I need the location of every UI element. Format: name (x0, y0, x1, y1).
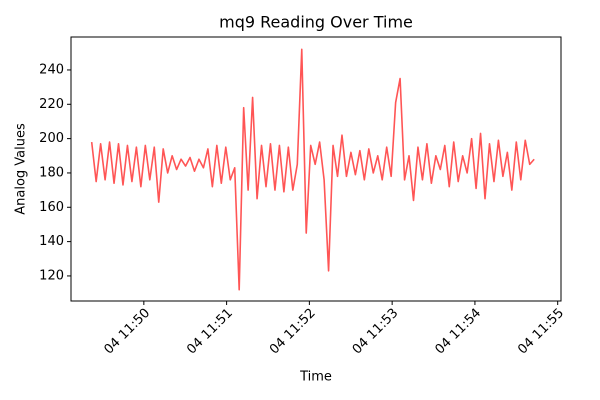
y-tick-label: 220 (39, 97, 64, 112)
x-tick-label: 04 11:51 (184, 306, 236, 358)
y-tick-label: 240 (39, 62, 64, 77)
x-tick-label: 04 11:52 (267, 306, 319, 358)
y-tick-label: 120 (39, 268, 64, 283)
data-line (90, 48, 535, 291)
x-tick-label: 04 11:54 (433, 306, 485, 358)
y-tick-label: 140 (39, 234, 64, 249)
y-tick-label: 180 (39, 165, 64, 180)
y-tick-label: 200 (39, 131, 64, 146)
y-axis-label: Analog Values (14, 123, 29, 215)
x-tick-label: 04 11:53 (350, 306, 402, 358)
y-tick-label: 160 (39, 200, 64, 215)
x-tick-label: 04 11:55 (515, 306, 567, 358)
x-tick-label: 04 11:50 (101, 306, 153, 358)
plot-frame (70, 36, 562, 302)
x-axis-label: Time (299, 370, 332, 385)
chart-title: mq9 Reading Over Time (219, 13, 413, 32)
